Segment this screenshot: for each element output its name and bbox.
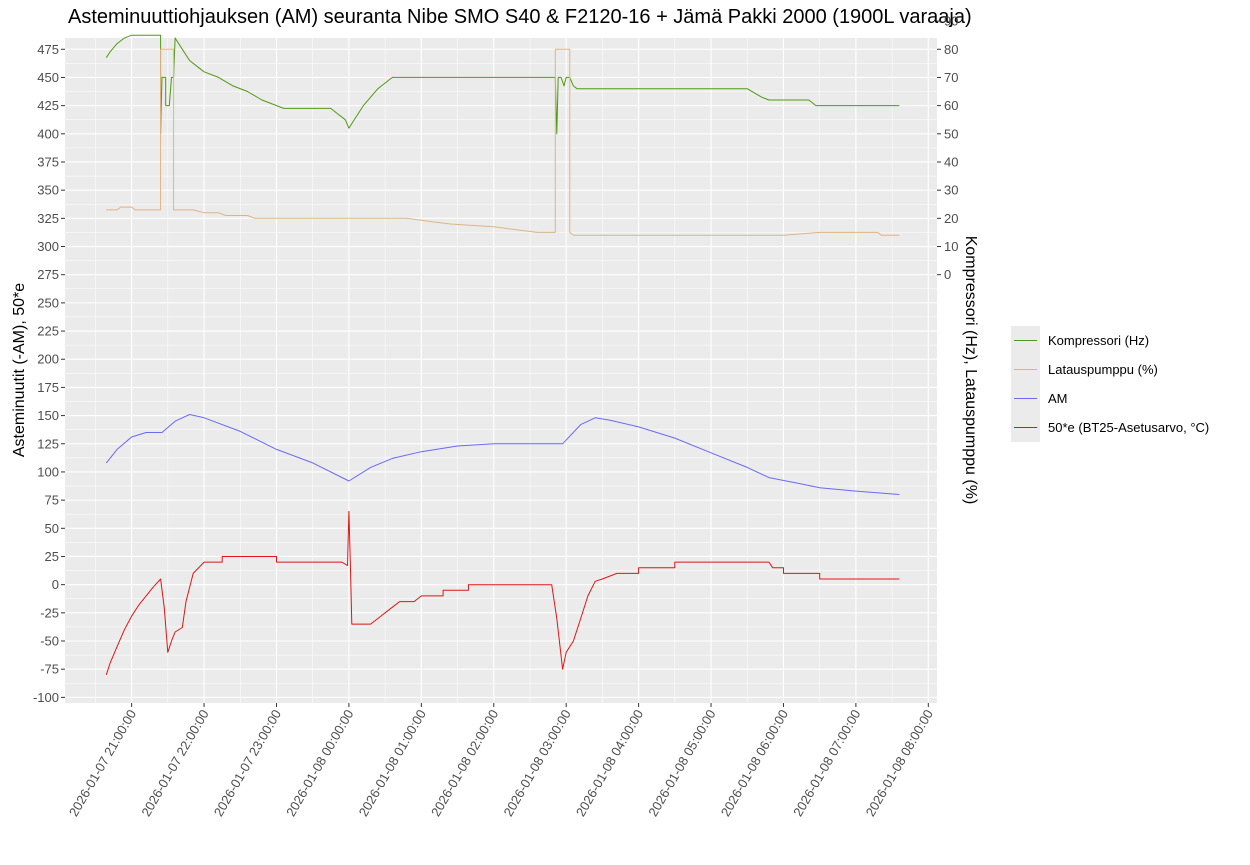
- y-tick-label-left: -100: [33, 690, 59, 705]
- x-tick-label: 2026-01-08 07:00:00: [790, 707, 863, 819]
- y-tick-label-left: 0: [52, 577, 59, 592]
- y-tick-label-right: 0: [944, 267, 951, 282]
- x-tick-label: 2026-01-07 22:00:00: [138, 707, 211, 819]
- y-tick-label-left: 75: [45, 493, 59, 508]
- plot-panel: [65, 38, 937, 703]
- y-tick-label-left: 250: [37, 295, 59, 310]
- y-tick-label-left: 25: [45, 549, 59, 564]
- legend-item-kompressori: Kompressori (Hz): [1011, 326, 1236, 355]
- x-tick-label: 2026-01-08 05:00:00: [645, 707, 718, 819]
- y-axis-right-title: Kompressori (Hz), Latauspumppu (%): [962, 236, 979, 505]
- legend-label: AM: [1048, 391, 1068, 406]
- y-tick-label-left: 300: [37, 239, 59, 254]
- y-tick-label-left: -50: [40, 634, 59, 649]
- legend: Kompressori (Hz) Latauspumppu (%) AM 50*…: [1011, 326, 1236, 442]
- y-tick-label-right: 40: [944, 154, 958, 169]
- x-tick-label: 2026-01-07 23:00:00: [211, 707, 284, 819]
- legend-key: [1011, 384, 1040, 413]
- y-tick-label-left: -25: [40, 605, 59, 620]
- y-axis-right: 0 10 20 30 40 50 60 70 80 90: [937, 14, 958, 282]
- series-line-2: [105, 414, 900, 495]
- y-tick-label-left: 225: [37, 324, 59, 339]
- chart-title: Asteminuuttiohjauksen (AM) seuranta Nibe…: [68, 6, 972, 28]
- legend-key: [1011, 413, 1040, 442]
- y-tick-label-right: 60: [944, 98, 958, 113]
- legend-key: [1011, 355, 1040, 384]
- grid-major: [65, 38, 937, 703]
- y-tick-label-right: 50: [944, 126, 958, 141]
- y-tick-label-left: 100: [37, 464, 59, 479]
- y-tick-label-left: 425: [37, 98, 59, 113]
- y-tick-label-left: 200: [37, 352, 59, 367]
- legend-item-latauspumppu: Latauspumppu (%): [1011, 355, 1236, 384]
- y-axis-left-title: Asteminuutit (-AM), 50*e: [11, 283, 28, 457]
- y-tick-label-left: 400: [37, 126, 59, 141]
- y-tick-label-left: -75: [40, 662, 59, 677]
- x-tick-label: 2026-01-08 02:00:00: [428, 707, 501, 819]
- x-tick-label: 2026-01-08 03:00:00: [500, 707, 573, 819]
- legend-item-50e: 50*e (BT25-Asetusarvo, °C): [1011, 413, 1236, 442]
- y-axis-left: -100 -75 -50 -25 0 25 50 75 100 125 150 175 200 225 25…: [33, 42, 65, 705]
- y-tick-label-left: 50: [45, 521, 59, 536]
- x-axis: 2026-01-07 21:00:00 2026-01-07 22:00:00 20…: [66, 703, 936, 819]
- legend-swatch: [1014, 340, 1037, 341]
- series-line-3: [105, 510, 900, 675]
- legend-label: Kompressori (Hz): [1048, 333, 1150, 348]
- y-tick-label-left: 275: [37, 267, 59, 282]
- x-tick-label: 2026-01-08 01:00:00: [356, 707, 429, 819]
- y-tick-label-right: 10: [944, 239, 958, 254]
- x-tick-label: 2026-01-07 21:00:00: [66, 707, 139, 819]
- x-tick-label: 2026-01-08 06:00:00: [718, 707, 791, 819]
- y-tick-label-left: 175: [37, 380, 59, 395]
- y-tick-label-right: 80: [944, 42, 958, 57]
- y-tick-label-left: 150: [37, 408, 59, 423]
- y-tick-label-left: 475: [37, 42, 59, 57]
- y-tick-label-left: 450: [37, 70, 59, 85]
- legend-item-am: AM: [1011, 384, 1236, 413]
- series-lines: [105, 34, 900, 675]
- y-tick-label-right: 30: [944, 183, 958, 198]
- legend-swatch: [1014, 427, 1037, 428]
- legend-label: Latauspumppu (%): [1048, 362, 1158, 377]
- series-line-1: [106, 48, 900, 236]
- y-tick-label-right: 70: [944, 70, 958, 85]
- y-tick-label-right: 20: [944, 211, 958, 226]
- y-tick-label-right: 90: [944, 14, 958, 29]
- legend-key: [1011, 326, 1040, 355]
- series-line-0: [105, 34, 900, 135]
- y-tick-label-left: 375: [37, 154, 59, 169]
- y-tick-label-left: 350: [37, 183, 59, 198]
- y-tick-label-left: 325: [37, 211, 59, 226]
- x-tick-label: 2026-01-08 04:00:00: [573, 707, 646, 819]
- x-tick-label: 2026-01-08 00:00:00: [283, 707, 356, 819]
- grid-minor: [65, 38, 937, 703]
- legend-swatch: [1014, 398, 1037, 399]
- legend-swatch: [1014, 369, 1037, 370]
- y-tick-label-left: 125: [37, 436, 59, 451]
- legend-label: 50*e (BT25-Asetusarvo, °C): [1048, 420, 1210, 435]
- x-tick-label: 2026-01-08 08:00:00: [863, 707, 936, 819]
